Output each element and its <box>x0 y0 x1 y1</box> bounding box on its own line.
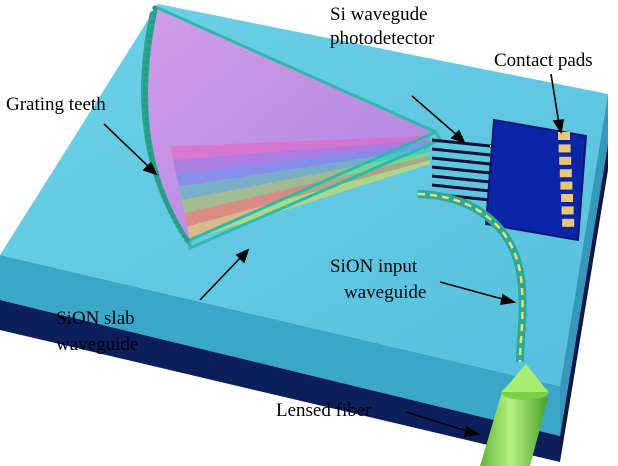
spectrum-band <box>176 144 430 187</box>
grating-tooth <box>143 66 149 72</box>
grating-tooth <box>145 133 151 139</box>
grating-tooth <box>142 97 148 103</box>
arrowhead-slab-waveguide <box>235 248 250 264</box>
arrow-input-waveguide <box>439 281 507 301</box>
label-input-line2: waveguide <box>344 282 427 303</box>
arrowhead-photodetector <box>450 129 466 144</box>
arrow-photodetector <box>411 95 459 137</box>
spectrum-band <box>181 152 430 214</box>
label-slab-line2: waveguide <box>56 334 139 355</box>
grating-tooth <box>142 91 148 97</box>
contact-pad <box>562 218 575 227</box>
contact-pad <box>561 194 573 202</box>
label-photodetector-line1: Si wavegude <box>330 4 428 25</box>
grating-tooth <box>143 115 149 121</box>
contact-pad <box>559 169 572 178</box>
label-photodetector-line2: photodetector <box>330 28 435 49</box>
arrowhead-contact-pads <box>552 119 564 135</box>
spectrum-band <box>184 156 430 227</box>
grating-tooth <box>161 193 167 199</box>
spectrum-band <box>173 140 431 174</box>
label-grating-teeth: Grating teeth <box>6 94 106 115</box>
grating-tooth <box>163 198 169 204</box>
label-contact-pads: Contact pads <box>494 50 593 71</box>
lensed-fiber-tip <box>502 364 548 392</box>
contact-pads <box>558 132 575 227</box>
grating-tooth <box>159 188 165 194</box>
grating-tooth <box>157 183 163 189</box>
grating-tooth <box>144 59 150 65</box>
grating-tooth <box>151 12 157 18</box>
grating-tooth <box>181 232 187 238</box>
grating-tooth <box>142 85 148 91</box>
grating-tooth <box>148 150 154 156</box>
grating-tooth <box>144 127 150 133</box>
arrowhead-lensed-fiber <box>463 425 481 437</box>
grating-tooth <box>155 177 161 184</box>
grating-tooth <box>144 121 150 127</box>
arrow-grating-teeth <box>103 123 151 169</box>
contact-pad <box>558 132 570 140</box>
arrow-contact-pads <box>550 73 560 125</box>
substrate-base-front <box>0 300 560 462</box>
arrow-lensed-fiber <box>405 411 471 433</box>
grating-tooth <box>145 46 151 52</box>
substrate-right-side <box>560 94 608 436</box>
input-waveguide-core <box>417 192 524 363</box>
grating-tooth <box>184 237 190 243</box>
arrowhead-grating-teeth <box>142 161 158 176</box>
label-lensed-fiber: Lensed fiber <box>276 400 372 421</box>
grating-tooth <box>142 103 148 109</box>
lensed-fiber-body <box>480 392 548 466</box>
spectrum-band <box>170 136 430 160</box>
grating-tooth <box>167 208 174 214</box>
grating-tooth <box>143 72 149 78</box>
spectrum-band <box>187 160 430 240</box>
slab-waveguide-edge <box>157 6 443 251</box>
grating-tooth <box>178 228 184 234</box>
label-input-line1: SiON input <box>330 256 418 277</box>
contact-pad <box>560 181 573 190</box>
grating-tooth <box>172 218 179 224</box>
arrow-slab-waveguide <box>199 255 243 301</box>
dispersed-spectrum <box>170 136 431 240</box>
grating-tooth <box>149 19 155 25</box>
grating-tooth <box>147 32 153 39</box>
grating-tooth <box>147 144 153 151</box>
label-slab-line1: SiON slab <box>56 308 135 329</box>
grating-tooth <box>142 78 149 84</box>
grating-tooth <box>146 139 152 145</box>
grating-tooth <box>143 109 149 115</box>
grating-tooth <box>152 5 158 11</box>
contact-pad <box>561 206 574 215</box>
substrate-base-right <box>560 144 608 462</box>
grating-teeth <box>142 5 190 243</box>
grating-tooth <box>175 223 181 229</box>
grating-tooth <box>165 203 171 209</box>
grating-tooth <box>148 26 154 32</box>
grating-tooth <box>146 39 152 45</box>
contact-pad <box>559 156 572 165</box>
grating-tooth <box>144 52 150 59</box>
grating-tooth <box>149 156 155 162</box>
arrowhead-input-waveguide <box>499 293 517 305</box>
grating-tooth <box>170 213 176 219</box>
substrate-front-side <box>0 255 560 436</box>
contact-pad <box>558 144 571 153</box>
